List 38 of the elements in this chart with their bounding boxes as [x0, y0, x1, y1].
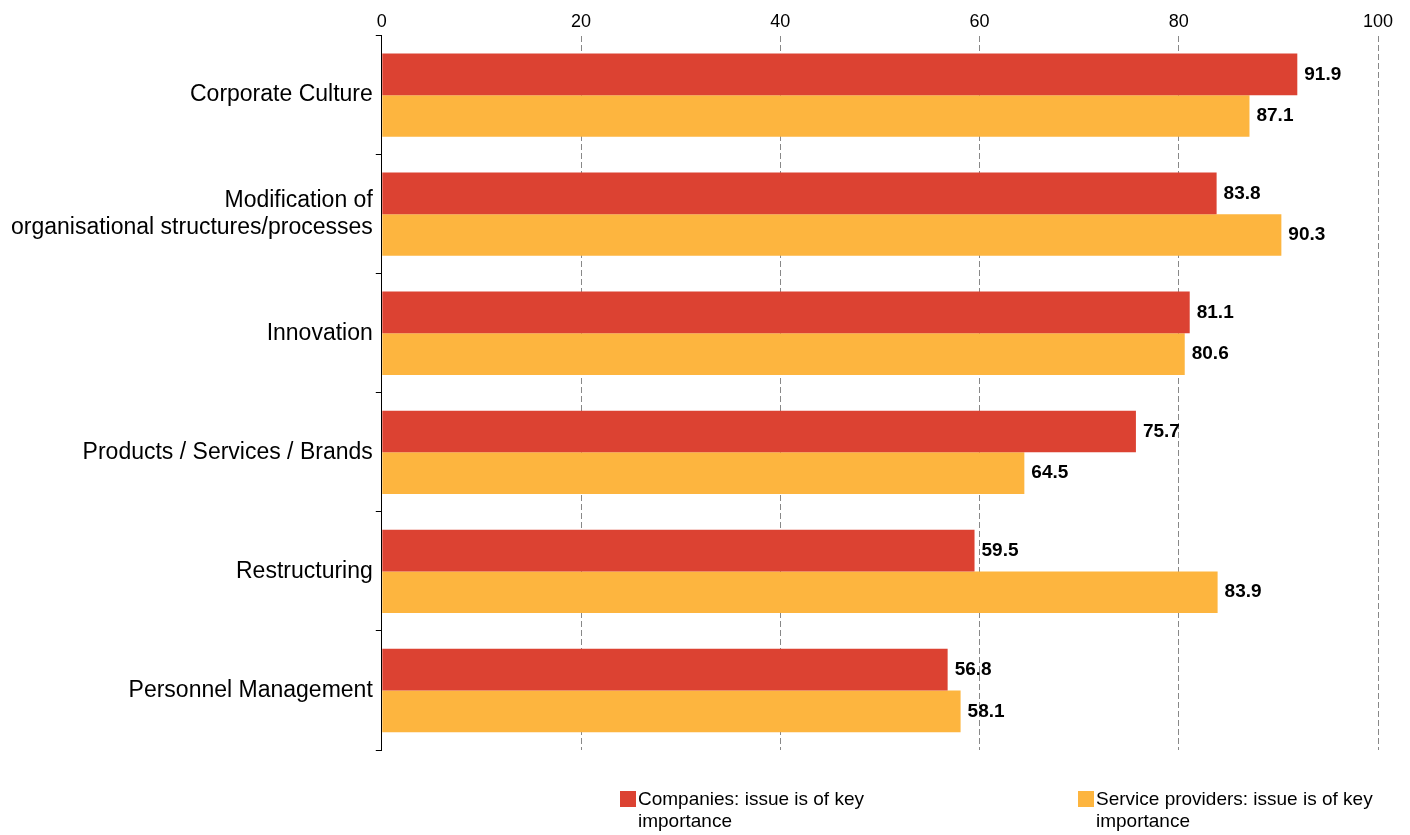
x-tick-label: 0	[376, 10, 387, 31]
data-label: 91.9	[1304, 62, 1342, 84]
y-tick-label: Personnel Management	[128, 675, 374, 702]
bar	[382, 291, 1190, 334]
data-label: 75.7	[1142, 419, 1180, 441]
legend-label: Companies: issue is of key importance	[638, 788, 865, 832]
legend-label: Service providers: issue is of key importance	[1096, 788, 1374, 832]
x-tick-label: 100	[1362, 10, 1394, 31]
bar	[382, 690, 961, 733]
bar	[382, 53, 1298, 96]
bar	[382, 648, 948, 691]
bar	[382, 333, 1185, 375]
y-tick-label: Products / Services / Brands	[82, 437, 373, 464]
y-tick-label: Innovation	[266, 318, 373, 345]
bar	[382, 214, 1282, 256]
data-label: 56.8	[954, 657, 992, 679]
data-label: 81.1	[1196, 300, 1235, 322]
bar	[382, 410, 1136, 453]
data-label: 64.5	[1031, 461, 1069, 483]
data-label: 90.3	[1288, 223, 1326, 245]
x-tick-label: 20	[571, 10, 592, 31]
data-label: 83.8	[1223, 181, 1261, 203]
data-label: 83.9	[1224, 580, 1262, 602]
y-tick-label: Modification of organisational structures/processes	[10, 185, 374, 240]
y-tick-label: Restructuring	[236, 556, 373, 583]
x-tick-label: 40	[770, 10, 791, 31]
data-label: 80.6	[1191, 342, 1229, 364]
data-label: 58.1	[967, 699, 1005, 721]
bar	[382, 172, 1217, 215]
y-tick-label: Corporate Culture	[189, 80, 373, 107]
bar	[382, 571, 1218, 614]
bar	[382, 529, 975, 572]
bar	[382, 95, 1250, 137]
x-tick-label: 80	[1168, 10, 1189, 31]
data-label: 59.5	[981, 538, 1019, 560]
data-label: 87.1	[1256, 104, 1294, 126]
bar	[382, 452, 1025, 495]
x-tick-label: 60	[969, 10, 990, 31]
